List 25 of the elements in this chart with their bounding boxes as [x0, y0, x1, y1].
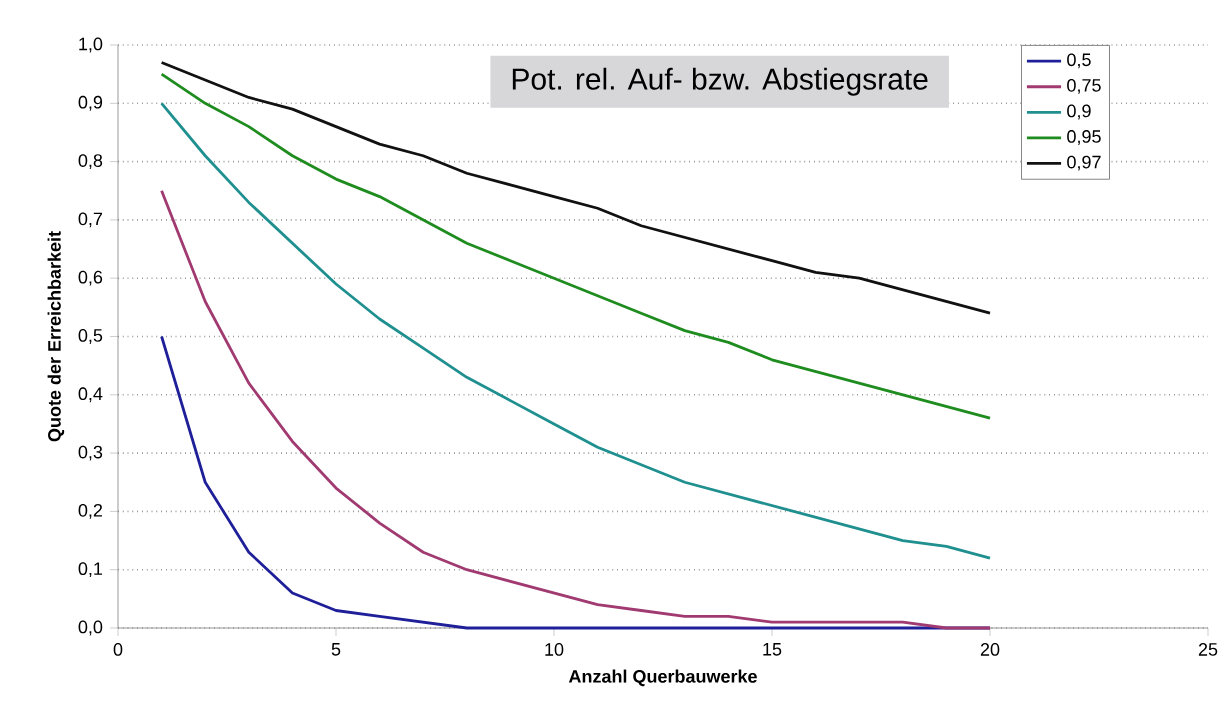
y-tick-label: 0,8	[78, 154, 103, 170]
y-tick-label: 0,4	[78, 387, 103, 403]
y-tick-label: 0,3	[78, 445, 103, 461]
y-tick-label: 0,2	[78, 503, 103, 519]
x-tick-label: 0	[113, 643, 123, 656]
y-axis-title: Quote der Erreichbarkeit	[47, 231, 65, 442]
y-tick-label: 0,7	[78, 212, 103, 228]
y-tick-label: 0,9	[78, 95, 103, 111]
x-tick-label: 10	[545, 643, 564, 656]
x-tick-label: 25	[1198, 643, 1218, 656]
x-axis-title: Anzahl Querbauwerke	[568, 669, 757, 687]
y-tick-label: 0,6	[78, 270, 103, 286]
legend-label: 0,97	[1067, 155, 1101, 171]
legend-label: 0,5	[1067, 53, 1091, 69]
x-tick-label: 15	[763, 643, 782, 656]
x-tick-label: 5	[331, 643, 341, 656]
legend-title: Pot. rel. Auf- bzw. Abstiegsrate	[512, 67, 928, 96]
legend-label: 0,95	[1067, 130, 1101, 145]
y-tick-label: 1,0	[79, 37, 103, 53]
y-tick-label: 0,1	[78, 562, 103, 578]
y-tick-label: 0,0	[78, 620, 103, 636]
y-tick-label: 0,5	[78, 329, 103, 344]
x-tick-label: 20	[980, 643, 1000, 656]
legend-label: 0,75	[1067, 78, 1101, 94]
legend-label: 0,9	[1067, 104, 1091, 120]
